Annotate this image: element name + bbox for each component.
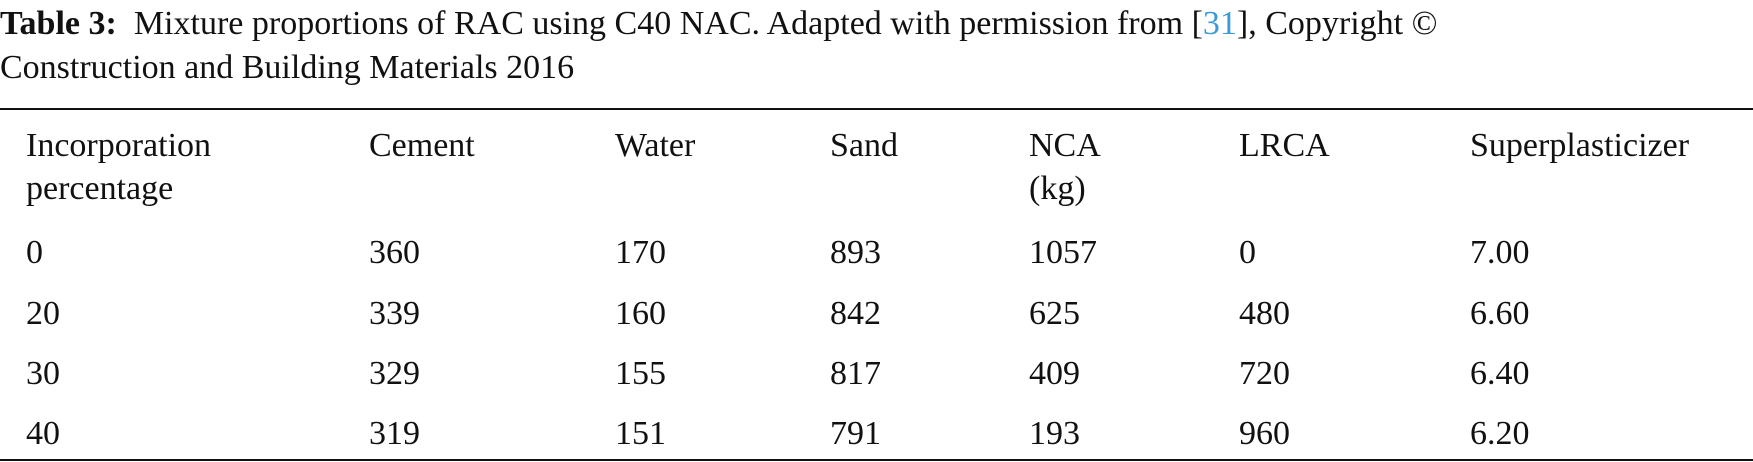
header-nca: NCA (kg)	[1029, 127, 1101, 207]
cell-cement: 339	[369, 295, 420, 332]
caption-text: Mixture proportions of RAC using C40 NAC…	[133, 5, 1203, 42]
cell-sand: 817	[830, 355, 881, 392]
caption-line-2: Construction and Building Materials 2016	[0, 49, 575, 86]
header-sand: Sand	[830, 127, 898, 164]
header-cement: Cement	[369, 127, 475, 164]
cell-incorporation: 30	[26, 355, 60, 392]
cell-nca: 409	[1029, 355, 1080, 392]
cell-water: 170	[615, 234, 666, 271]
cell-lrca: 720	[1239, 355, 1290, 392]
cell-sand: 842	[830, 295, 881, 332]
cell-nca: 625	[1029, 295, 1080, 332]
cell-superplasticizer: 6.40	[1470, 355, 1530, 392]
citation-link[interactable]: 31	[1202, 5, 1237, 42]
cell-nca: 1057	[1029, 234, 1097, 271]
cell-superplasticizer: 6.20	[1470, 415, 1530, 452]
cell-lrca: 960	[1239, 415, 1290, 452]
cell-lrca: 0	[1239, 234, 1256, 271]
cell-incorporation: 0	[26, 234, 43, 271]
cell-incorporation: 40	[26, 415, 60, 452]
cell-water: 160	[615, 295, 666, 332]
header-lrca: LRCA	[1239, 127, 1330, 164]
cell-sand: 791	[830, 415, 881, 452]
cell-cement: 329	[369, 355, 420, 392]
header-incorporation-percentage: Incorporation percentage	[26, 127, 212, 207]
table-top-rule	[0, 108, 1753, 110]
cell-nca: 193	[1029, 415, 1080, 452]
cell-incorporation: 20	[26, 295, 60, 332]
caption-text-end: ], Copyright ©	[1236, 5, 1438, 42]
caption-line-1: Table 3: Mixture proportions of RAC usin…	[0, 2, 1753, 46]
header-superplasticizer: Superplasticizer	[1470, 127, 1690, 164]
cell-water: 151	[615, 415, 666, 452]
cell-superplasticizer: 7.00	[1470, 234, 1530, 271]
cell-superplasticizer: 6.60	[1470, 295, 1530, 332]
table-bottom-rule	[0, 459, 1753, 461]
cell-sand: 893	[830, 234, 881, 271]
cell-water: 155	[615, 355, 666, 392]
caption-label: Table 3:	[0, 5, 117, 42]
cell-cement: 319	[369, 415, 420, 452]
cell-lrca: 480	[1239, 295, 1290, 332]
header-water: Water	[615, 127, 696, 164]
cell-cement: 360	[369, 234, 420, 271]
table-caption: Table 3: Mixture proportions of RAC usin…	[0, 2, 1753, 90]
